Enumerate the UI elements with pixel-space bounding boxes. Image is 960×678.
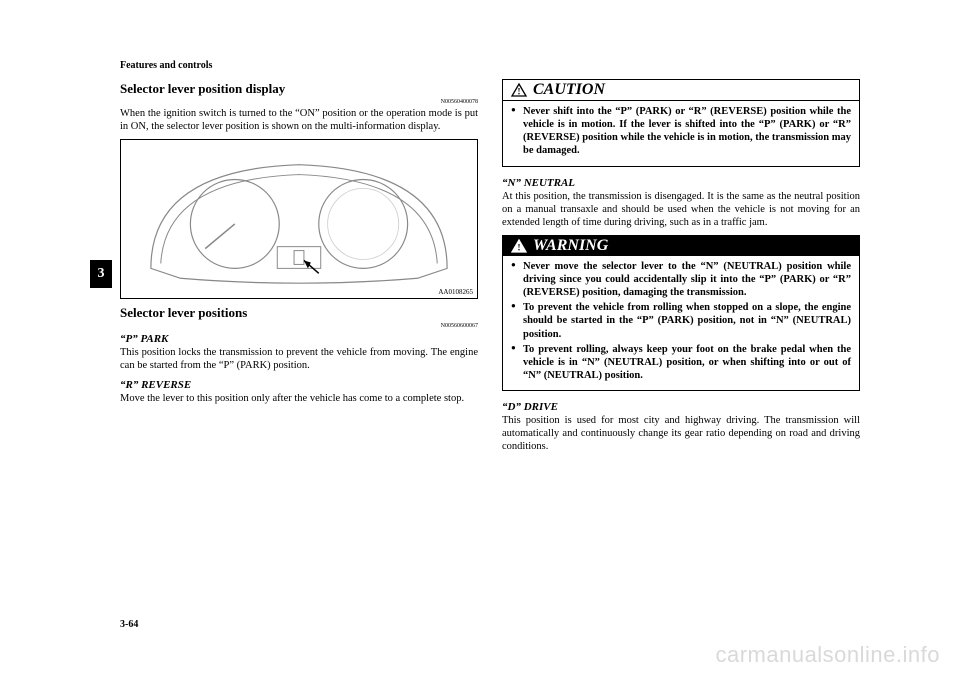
left-column: Selector lever position display N0056040… — [120, 79, 478, 459]
caution-icon: ! — [511, 83, 527, 97]
park-text: This position locks the transmission to … — [120, 346, 478, 372]
chapter-tab: 3 — [90, 260, 112, 288]
svg-text:!: ! — [518, 87, 521, 97]
heading-selector-positions: Selector lever positions — [120, 305, 478, 321]
warning-item: To prevent the vehicle from rolling when… — [511, 301, 851, 340]
drive-label: “D” DRIVE — [502, 401, 860, 413]
warning-header: ! WARNING — [503, 236, 859, 256]
caution-title: CAUTION — [533, 81, 605, 99]
warning-item: Never move the selector lever to the “N”… — [511, 260, 851, 299]
section-header: Features and controls — [120, 60, 860, 71]
dashboard-illustration — [121, 140, 477, 298]
caution-box: ! CAUTION Never shift into the “P” (PARK… — [502, 79, 860, 167]
selector-display-text: When the ignition switch is turned to th… — [120, 107, 478, 133]
watermark: carmanualsonline.info — [715, 642, 940, 668]
figure-id: AA0108265 — [438, 288, 473, 296]
warning-icon: ! — [511, 239, 527, 253]
warning-title: WARNING — [533, 237, 608, 255]
ref-number: N00560400078 — [120, 99, 478, 105]
heading-selector-display: Selector lever position display — [120, 81, 478, 97]
caution-body: Never shift into the “P” (PARK) or “R” (… — [503, 101, 859, 166]
caution-item: Never shift into the “P” (PARK) or “R” (… — [511, 105, 851, 158]
page-number: 3-64 — [120, 619, 138, 630]
dashboard-figure: AA0108265 — [120, 139, 478, 299]
warning-box: ! WARNING Never move the selector lever … — [502, 235, 860, 391]
reverse-text: Move the lever to this position only aft… — [120, 392, 478, 405]
warning-body: Never move the selector lever to the “N”… — [503, 256, 859, 390]
neutral-label: “N” NEUTRAL — [502, 177, 860, 189]
warning-item: To prevent rolling, always keep your foo… — [511, 343, 851, 382]
manual-page: Features and controls Selector lever pos… — [0, 0, 960, 678]
ref-number-2: N00560600067 — [120, 323, 478, 329]
reverse-label: “R” REVERSE — [120, 379, 478, 391]
content-columns: Selector lever position display N0056040… — [120, 79, 860, 459]
right-column: ! CAUTION Never shift into the “P” (PARK… — [502, 79, 860, 459]
neutral-text: At this position, the transmission is di… — [502, 190, 860, 229]
drive-text: This position is used for most city and … — [502, 414, 860, 453]
svg-text:!: ! — [518, 242, 521, 252]
park-label: “P” PARK — [120, 333, 478, 345]
caution-header: ! CAUTION — [503, 80, 859, 101]
